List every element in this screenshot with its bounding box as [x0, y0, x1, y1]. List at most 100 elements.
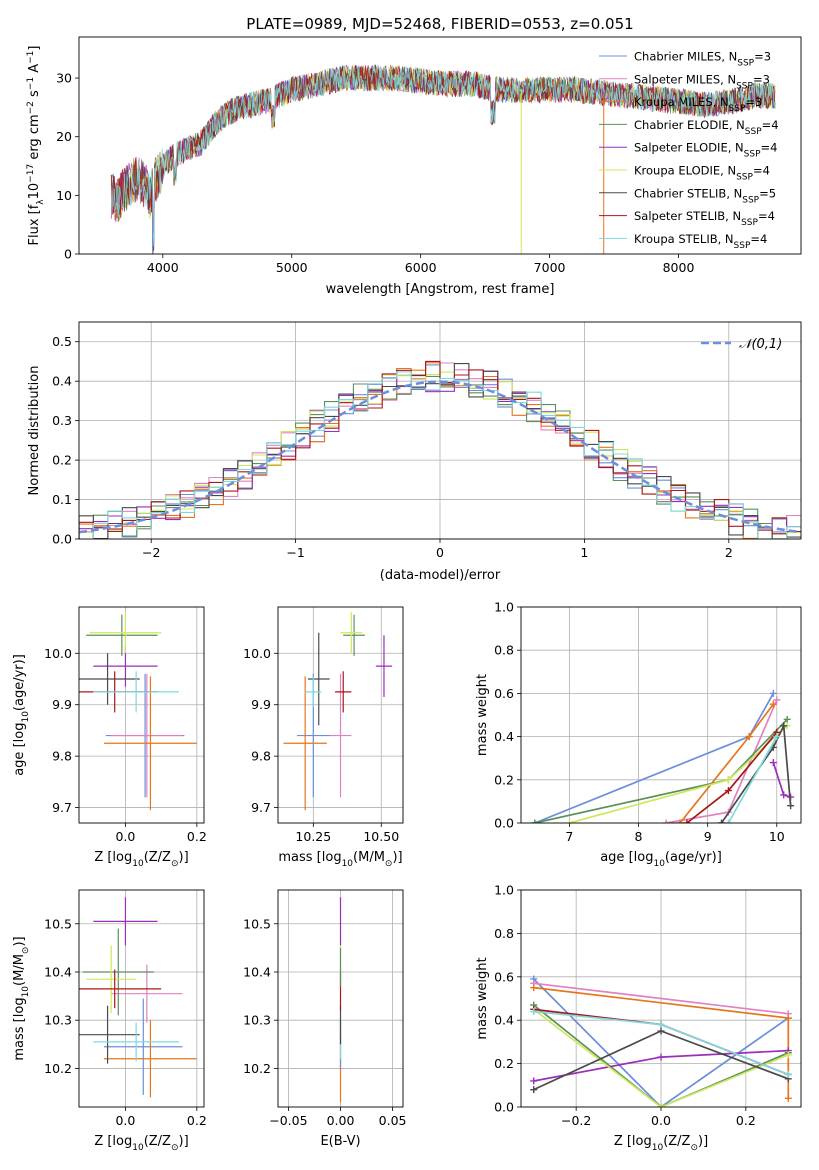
tick-label-y: 0.5	[52, 334, 72, 349]
axes-weight_vs_age: 7 8 9 10 0.0 0.2 0.4 0.6 0.8 1.0 age [log10(age/yr…	[475, 600, 802, 869]
y-axis-label: age [log10(age/yr)]	[12, 654, 31, 776]
tick-label-x: 7	[565, 829, 573, 844]
tick-label-y: 9.9	[52, 697, 72, 712]
weight-marker	[780, 722, 788, 730]
tick-label-x: −1	[286, 545, 304, 560]
weight-marker	[530, 1086, 538, 1094]
weight-line	[679, 703, 774, 823]
tick-label-y: 10.4	[243, 964, 271, 979]
tick-label-y: 10.0	[243, 646, 271, 661]
weight-marker	[724, 776, 732, 784]
tick-label-y: 10.3	[44, 1013, 72, 1028]
tick-label-y: 0.3	[52, 413, 72, 428]
tick-label-y: 10.3	[243, 1013, 271, 1028]
weight-marker	[717, 819, 725, 823]
tick-label-x: 8000	[663, 260, 695, 275]
plot-area-mass_vs_Z	[79, 897, 197, 1098]
tick-label-y: 0.0	[494, 1100, 514, 1115]
tick-label-y: 10.5	[44, 916, 72, 931]
plot-area-age_vs_mass	[283, 612, 393, 811]
axes-spectrum: 4000 5000 6000 7000 8000 0 10 20 30 wavelength [A…	[26, 36, 802, 297]
y-axis-label: Flux [fλ10−17 erg cm−2 s−1 A−1]	[26, 46, 46, 246]
tick-label-x: 2	[725, 545, 733, 560]
axes-frame	[520, 889, 802, 1108]
y-axis-label: mass [log10(M/M⊙)]	[12, 936, 31, 1060]
plot-area-weight_vs_Z	[530, 975, 792, 1107]
tick-label-x: 0.00	[327, 1113, 355, 1128]
figure-title: PLATE=0989, MJD=52468, FIBERID=0553, z=0…	[246, 15, 633, 33]
weight-marker	[657, 1021, 665, 1029]
tick-label-x: −0.2	[561, 1113, 591, 1128]
weight-marker	[784, 1070, 792, 1078]
reference-gaussian-curve	[79, 380, 801, 534]
tick-label-y: 9.8	[251, 749, 271, 764]
tick-label-x: 1	[580, 545, 588, 560]
weight-marker	[780, 791, 788, 799]
weight-marker	[769, 689, 777, 697]
axes-residuals: −2 −1 0 1 2 0.0 0.1 0.2 0.3 0.4 0.5 (data-model)/er…	[27, 321, 802, 583]
weight-marker	[783, 715, 791, 723]
y-axis-label: Normed distribution	[27, 366, 42, 496]
weight-marker	[724, 819, 732, 823]
tick-label-x: −0.05	[269, 1113, 307, 1128]
tick-label-y: 10.4	[44, 964, 72, 979]
weight-marker	[773, 696, 781, 704]
tick-label-x: 9	[704, 829, 712, 844]
axes-frame	[277, 889, 404, 1108]
tick-label-y: 0.0	[494, 816, 514, 831]
axes-frame	[78, 321, 802, 540]
tick-label-y: 10	[56, 188, 72, 203]
plot-area-residuals	[79, 360, 801, 539]
tick-label-y: 0.2	[52, 453, 72, 468]
tick-label-y: 10.0	[44, 646, 72, 661]
tick-label-x: 10	[769, 829, 785, 844]
weight-marker	[657, 1053, 665, 1061]
weight-marker	[662, 819, 670, 823]
legend-entry: Salpeter MILES, NSSP=3	[634, 72, 770, 91]
tick-label-y: 0.6	[494, 969, 514, 984]
tick-label-y: 9.9	[251, 697, 271, 712]
tick-label-y: 0.4	[52, 374, 72, 389]
tick-label-x: 8	[635, 829, 643, 844]
tick-label-x: 0.2	[736, 1113, 756, 1128]
tick-label-y: 0.4	[494, 729, 514, 744]
weight-marker	[773, 733, 781, 741]
weight-marker	[683, 819, 691, 823]
legend-entry: Chabrier ELODIE, NSSP=4	[634, 118, 779, 137]
tick-label-y: 1.0	[494, 600, 514, 615]
legend: Chabrier MILES, NSSP=3 Salpeter MILES, NS…	[599, 50, 779, 251]
weight-marker	[784, 1014, 792, 1022]
tick-label-y: 0.4	[494, 1013, 514, 1028]
axes-age_vs_mass: 10.25 10.50 9.7 9.8 9.9 10.0 mass [log10(M/M⊙)…	[243, 606, 404, 869]
plot-area-weight_vs_age	[531, 689, 795, 823]
tick-label-x: −2	[142, 545, 160, 560]
y-axis-label: mass weight	[475, 674, 490, 756]
axes-age_vs_Z: 0.0 0.2 9.7 9.8 9.9 10.0 Z [log10(Z/Z⊙)] age [l…	[12, 606, 207, 869]
weight-marker	[565, 819, 573, 823]
tick-label-x: 0.0	[115, 1113, 135, 1128]
weight-line	[534, 692, 775, 823]
tick-label-y: 10.2	[44, 1061, 72, 1076]
axes-weight_vs_Z: −0.2 0.0 0.2 0.0 0.2 0.4 0.6 0.8 1.0 Z [log10(Z/Z…	[475, 883, 802, 1153]
tick-label-x: 7000	[534, 260, 566, 275]
tick-label-y: 0.0	[52, 532, 72, 547]
plot-area-age_vs_Z	[79, 612, 197, 811]
x-axis-label: Z [log10(Z/Z⊙)]	[614, 1134, 708, 1153]
tick-label-y: 0.8	[494, 926, 514, 941]
legend-entry: Chabrier MILES, NSSP=3	[634, 50, 771, 69]
tick-label-y: 9.7	[251, 800, 271, 815]
tick-label-y: 1.0	[494, 883, 514, 898]
weight-marker	[531, 819, 539, 823]
weight-marker	[530, 984, 538, 992]
tick-label-y: 9.7	[52, 800, 72, 815]
legend-entry: Kroupa MILES, NSSP=3	[634, 95, 762, 114]
x-axis-label: Z [log10(Z/Z⊙)]	[94, 1134, 188, 1153]
tick-label-y: 10.5	[243, 916, 271, 931]
y-axis-label: mass weight	[475, 957, 490, 1039]
weight-marker	[724, 787, 732, 795]
tick-label-y: 10.2	[243, 1061, 271, 1076]
tick-label-y: 0.2	[494, 772, 514, 787]
tick-label-y: 0	[64, 247, 72, 262]
